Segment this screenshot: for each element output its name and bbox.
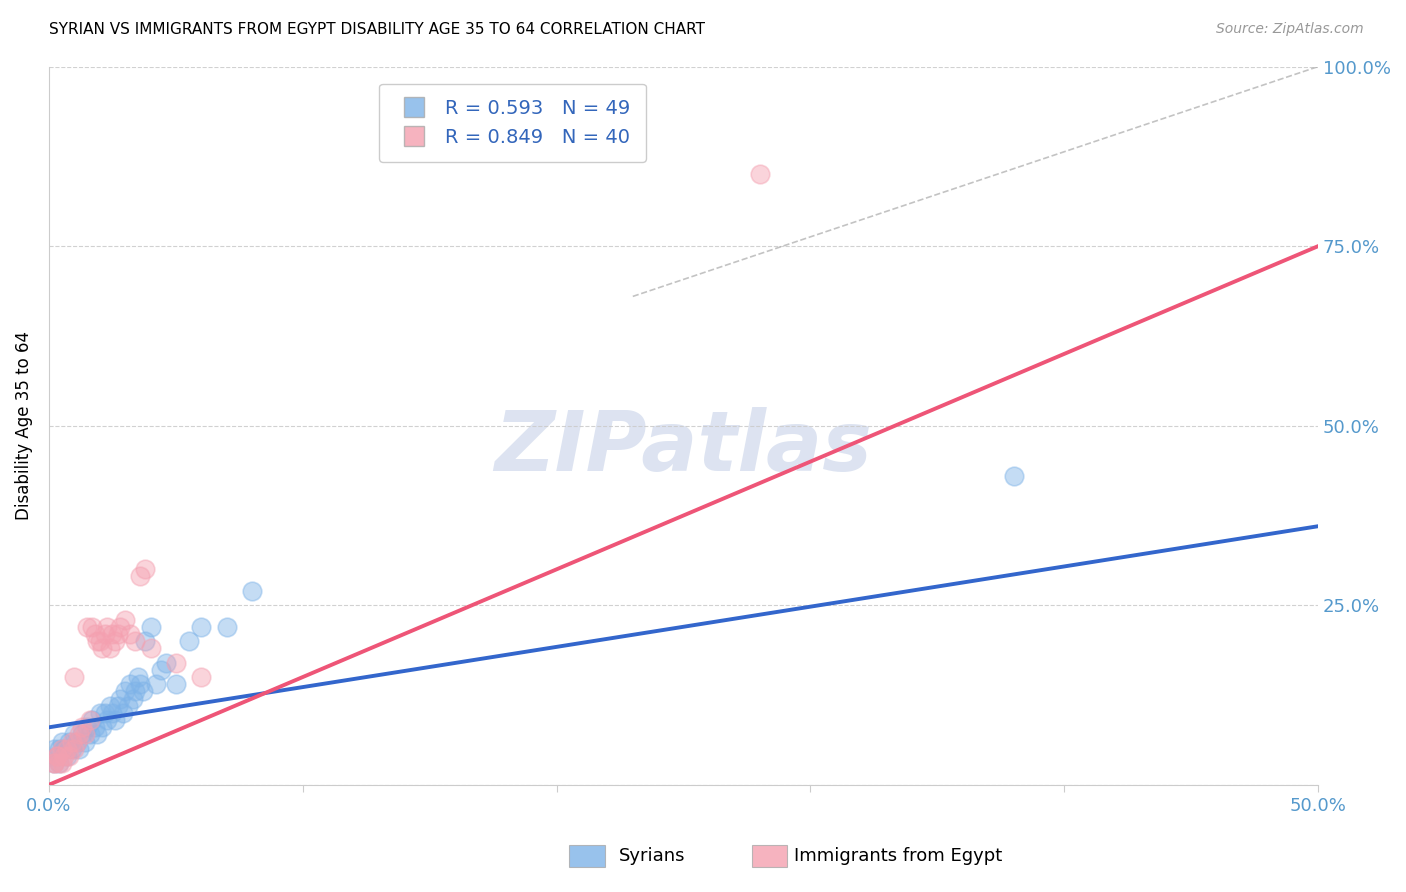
Point (108, 620, 131, 634)
Text: Source: ZipAtlas.com: Source: ZipAtlas.com (1216, 22, 1364, 37)
Point (145, 677, 167, 691)
Point (165, 677, 187, 691)
Text: ZIPatlas: ZIPatlas (495, 407, 873, 488)
Point (58, 734, 80, 748)
Point (155, 656, 177, 670)
Point (120, 677, 142, 691)
Point (48, 756, 70, 771)
Point (82, 620, 104, 634)
Text: SYRIAN VS IMMIGRANTS FROM EGYPT DISABILITY AGE 35 TO 64 CORRELATION CHART: SYRIAN VS IMMIGRANTS FROM EGYPT DISABILI… (49, 22, 706, 37)
Point (114, 684, 136, 698)
Point (45, 749, 67, 764)
Point (94, 627, 117, 641)
Point (76, 620, 98, 634)
Point (149, 663, 172, 677)
Point (83, 720, 105, 734)
Point (104, 713, 127, 727)
Point (120, 627, 142, 641)
Point (63, 727, 86, 741)
Point (129, 677, 152, 691)
Point (60, 734, 83, 748)
Point (139, 620, 162, 634)
Point (89, 634, 111, 648)
Point (60, 742, 83, 756)
Text: Syrians: Syrians (619, 847, 685, 865)
Point (86, 634, 108, 648)
Point (53, 742, 76, 756)
Point (67, 727, 90, 741)
Point (55, 749, 77, 764)
Point (51, 756, 73, 771)
Point (82, 713, 104, 727)
Point (98, 698, 121, 713)
Point (114, 613, 136, 627)
Point (79, 713, 101, 727)
Point (177, 634, 200, 648)
Point (73, 727, 96, 741)
Point (129, 569, 152, 583)
Point (107, 627, 129, 641)
Point (240, 583, 263, 598)
Point (42, 756, 65, 771)
Point (108, 691, 131, 706)
Point (124, 684, 146, 698)
Point (76, 720, 98, 734)
Point (121, 691, 143, 706)
Point (117, 698, 139, 713)
Point (111, 706, 134, 720)
Point (63, 670, 86, 684)
Point (132, 684, 155, 698)
Point (124, 634, 146, 648)
Point (42, 742, 65, 756)
Point (55, 742, 77, 756)
Point (53, 749, 76, 764)
Point (215, 620, 238, 634)
Point (134, 634, 156, 648)
Point (98, 641, 121, 656)
Point (94, 706, 117, 720)
Point (127, 670, 149, 684)
Point (134, 562, 156, 576)
Point (67, 742, 90, 756)
Point (63, 742, 86, 756)
Point (89, 706, 111, 720)
Point (58, 749, 80, 764)
Point (70, 720, 93, 734)
Point (748, 167, 770, 181)
Point (45, 749, 67, 764)
Point (66, 734, 89, 748)
Point (139, 641, 162, 656)
Legend: R = 0.593   N = 49, R = 0.849   N = 40: R = 0.593 N = 49, R = 0.849 N = 40 (378, 84, 645, 162)
Point (190, 670, 212, 684)
Point (165, 656, 187, 670)
Point (48, 742, 70, 756)
Point (104, 634, 127, 648)
Point (1002, 469, 1025, 483)
Point (79, 727, 101, 741)
Point (96, 620, 118, 634)
Point (101, 627, 124, 641)
Point (83, 627, 105, 641)
Text: Immigrants from Egypt: Immigrants from Egypt (794, 847, 1002, 865)
Point (42, 756, 65, 771)
Point (101, 706, 124, 720)
Point (190, 620, 212, 634)
Point (51, 742, 73, 756)
Point (70, 727, 93, 741)
Point (91, 641, 114, 656)
Point (86, 727, 108, 741)
Y-axis label: Disability Age 35 to 64: Disability Age 35 to 64 (15, 331, 32, 520)
Point (48, 756, 70, 771)
Point (42, 756, 65, 771)
Point (107, 698, 129, 713)
Point (91, 720, 114, 734)
Point (45, 749, 67, 764)
Point (51, 734, 73, 748)
Point (73, 734, 96, 748)
Point (66, 734, 89, 748)
Point (96, 713, 118, 727)
